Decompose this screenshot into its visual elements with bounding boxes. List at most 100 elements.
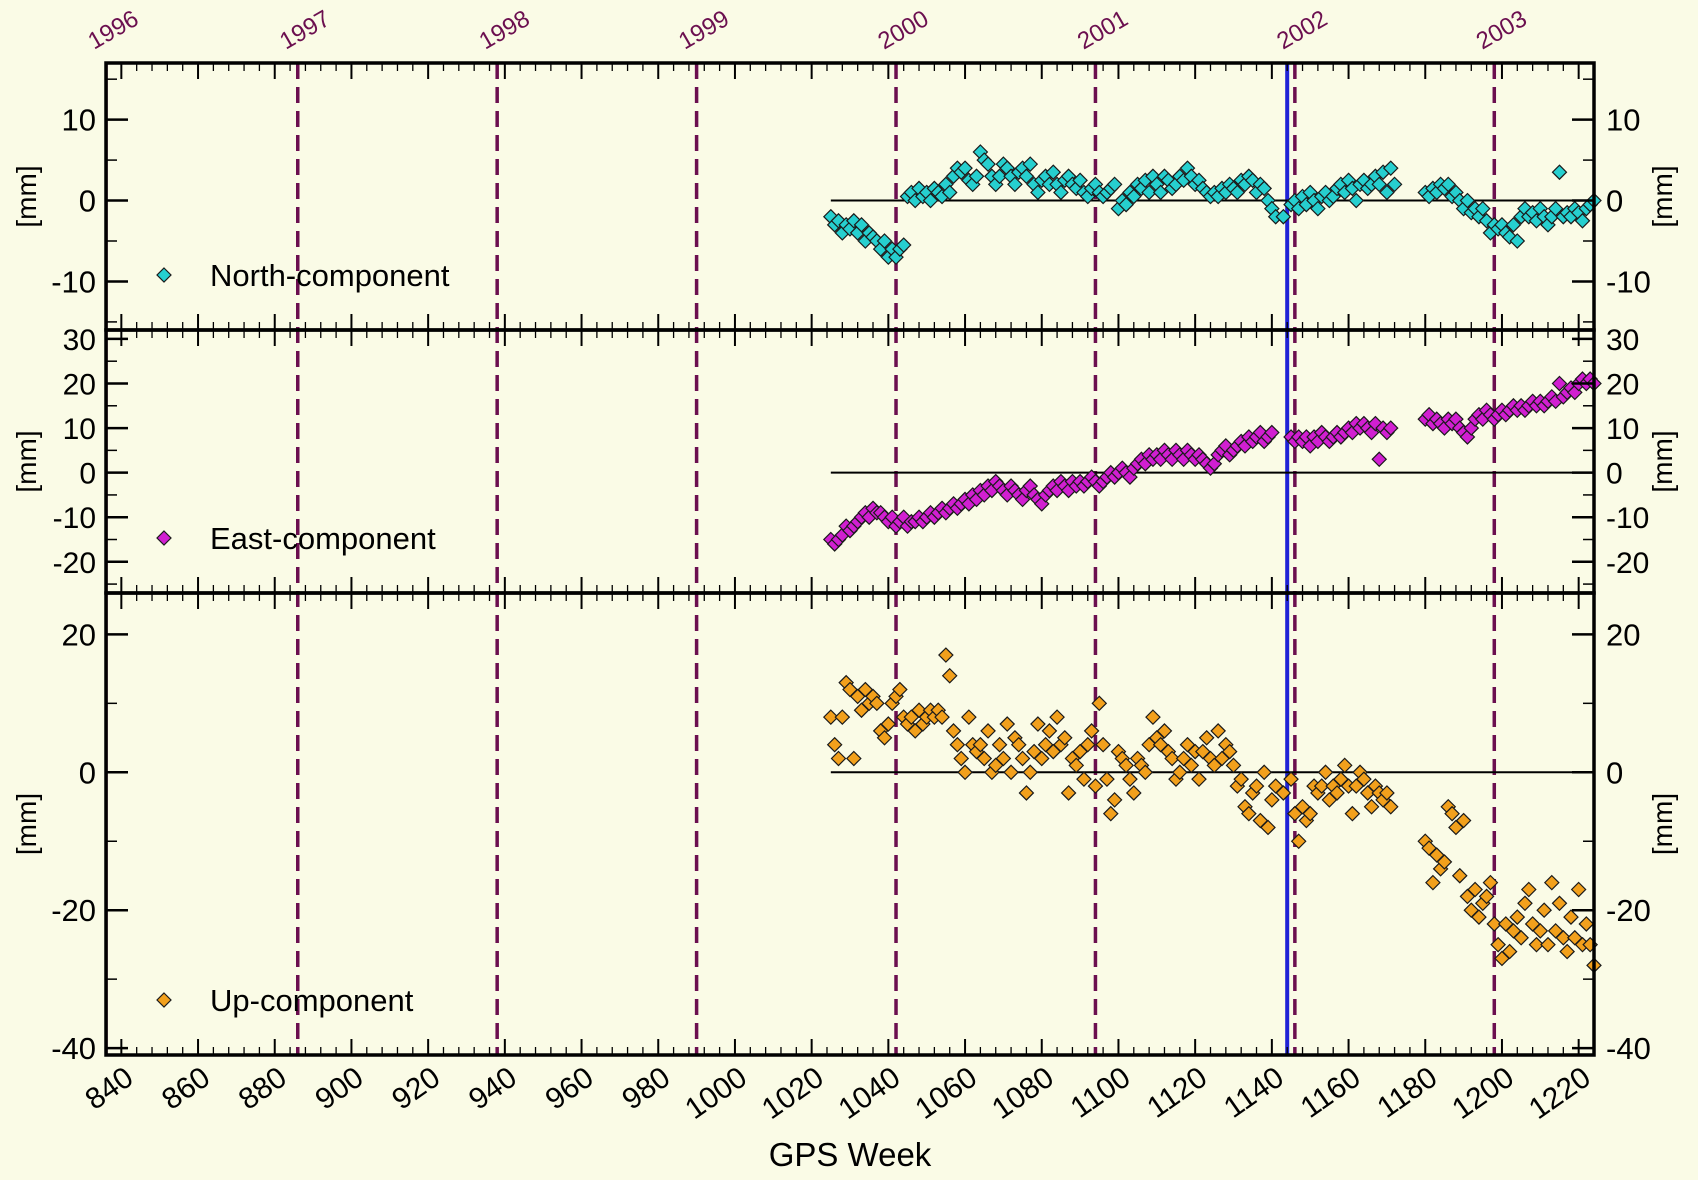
panel-frame — [104, 591, 1596, 1057]
legend-marker — [156, 992, 172, 1008]
y-tick-label-left: -10 — [51, 264, 96, 299]
data-point — [1486, 916, 1503, 932]
data-point — [1240, 805, 1257, 822]
data-point — [941, 184, 958, 201]
panel-up-component: -40 -40 -20 -20 0 0 20 20 [mm] [mm] Up-component — [11, 591, 1678, 1066]
data-point — [868, 695, 885, 712]
data-point — [1283, 771, 1299, 788]
y-tick-label-right: 20 — [1606, 617, 1640, 652]
data-point — [1152, 184, 1169, 201]
data-point — [999, 716, 1016, 732]
x-tick-label: 1000 — [679, 1061, 753, 1126]
data-point — [1440, 176, 1457, 193]
data-point — [1371, 451, 1388, 468]
data-point — [1183, 757, 1200, 774]
data-point — [1091, 695, 1108, 712]
data-point — [1310, 200, 1326, 217]
legend-label: Up-component — [210, 983, 414, 1018]
data-point — [1386, 176, 1403, 193]
year-label-1997: 1997 — [275, 5, 335, 55]
year-lines — [106, 63, 1497, 1055]
data-point — [1336, 757, 1353, 774]
data-point — [1275, 785, 1292, 801]
data-point — [1455, 812, 1472, 829]
year-label-2001: 2001 — [1073, 5, 1133, 55]
data-point — [1030, 716, 1046, 732]
data-point — [1248, 778, 1265, 794]
data-point — [980, 156, 996, 172]
data-point — [1171, 764, 1188, 781]
y-tick-label-left: 0 — [79, 755, 96, 790]
data-point — [1022, 156, 1039, 172]
data-point — [1045, 164, 1062, 181]
y-axis-label-left: [mm] — [11, 430, 42, 492]
data-point — [1022, 764, 1039, 781]
data-point — [1056, 729, 1073, 746]
data-points — [822, 144, 1602, 266]
year-label-2000: 2000 — [874, 5, 934, 55]
data-point — [1317, 764, 1334, 781]
y-tick-label-left: 10 — [63, 413, 96, 446]
x-tick-label: 1020 — [756, 1061, 830, 1126]
data-point — [934, 709, 950, 725]
data-point — [1053, 184, 1069, 201]
y-tick-label-left: -40 — [51, 1031, 96, 1066]
data-points — [822, 371, 1602, 552]
x-tick-label: 1040 — [833, 1061, 907, 1126]
data-point — [1060, 785, 1077, 801]
x-tick-label: 1080 — [986, 1061, 1060, 1126]
data-point — [895, 237, 912, 253]
data-point — [1191, 771, 1207, 788]
data-point — [1233, 771, 1250, 788]
x-tick-label: 1120 — [1141, 1061, 1213, 1125]
year-label-2002: 2002 — [1272, 5, 1332, 55]
y-tick-label-left: -20 — [51, 893, 96, 928]
data-point — [1313, 778, 1330, 794]
data-point — [1344, 805, 1361, 822]
data-point — [972, 736, 989, 753]
data-point — [976, 750, 993, 767]
data-point — [1509, 233, 1526, 249]
data-point — [1528, 936, 1545, 953]
data-point — [830, 750, 847, 767]
legend-marker — [156, 267, 172, 283]
data-point — [1509, 909, 1526, 925]
data-point — [1501, 943, 1518, 960]
y-tick-label-right: 0 — [1606, 458, 1623, 491]
data-point — [1118, 757, 1134, 774]
data-point — [822, 709, 839, 725]
data-point — [1010, 736, 1027, 753]
x-tick-label: 880 — [233, 1061, 293, 1117]
data-point — [1532, 923, 1549, 939]
data-point — [1482, 874, 1499, 891]
data-point — [1451, 867, 1468, 884]
data-point — [892, 681, 908, 698]
year-label-1999: 1999 — [674, 5, 734, 55]
x-tick-label: 1160 — [1295, 1061, 1367, 1125]
y-tick-label-right: -20 — [1606, 547, 1649, 580]
data-point — [1275, 208, 1292, 225]
y-axis-label-right: [mm] — [1647, 165, 1678, 227]
y-tick-label-left: -10 — [53, 502, 96, 535]
data-point — [945, 723, 962, 739]
data-point — [1072, 172, 1088, 189]
data-point — [1471, 909, 1487, 925]
x-tick-label: 840 — [79, 1061, 139, 1117]
data-point — [1137, 764, 1154, 781]
data-point — [1459, 192, 1476, 209]
y-axis-label-right: [mm] — [1647, 793, 1678, 855]
data-point — [1068, 757, 1085, 774]
data-point — [1145, 709, 1161, 725]
data-point — [1003, 764, 1019, 781]
data-point — [1536, 902, 1552, 919]
data-point — [1570, 881, 1587, 898]
data-point — [1559, 943, 1576, 960]
data-point — [1106, 792, 1123, 808]
data-point — [1551, 164, 1568, 181]
panel-north-component: -10 -100 010 10[mm] [mm]North-component — [11, 61, 1678, 332]
data-point — [1551, 375, 1568, 392]
data-point — [1221, 743, 1238, 760]
data-point — [938, 647, 954, 663]
data-point — [1018, 785, 1035, 801]
y-tick-label-right: 0 — [1606, 184, 1623, 219]
